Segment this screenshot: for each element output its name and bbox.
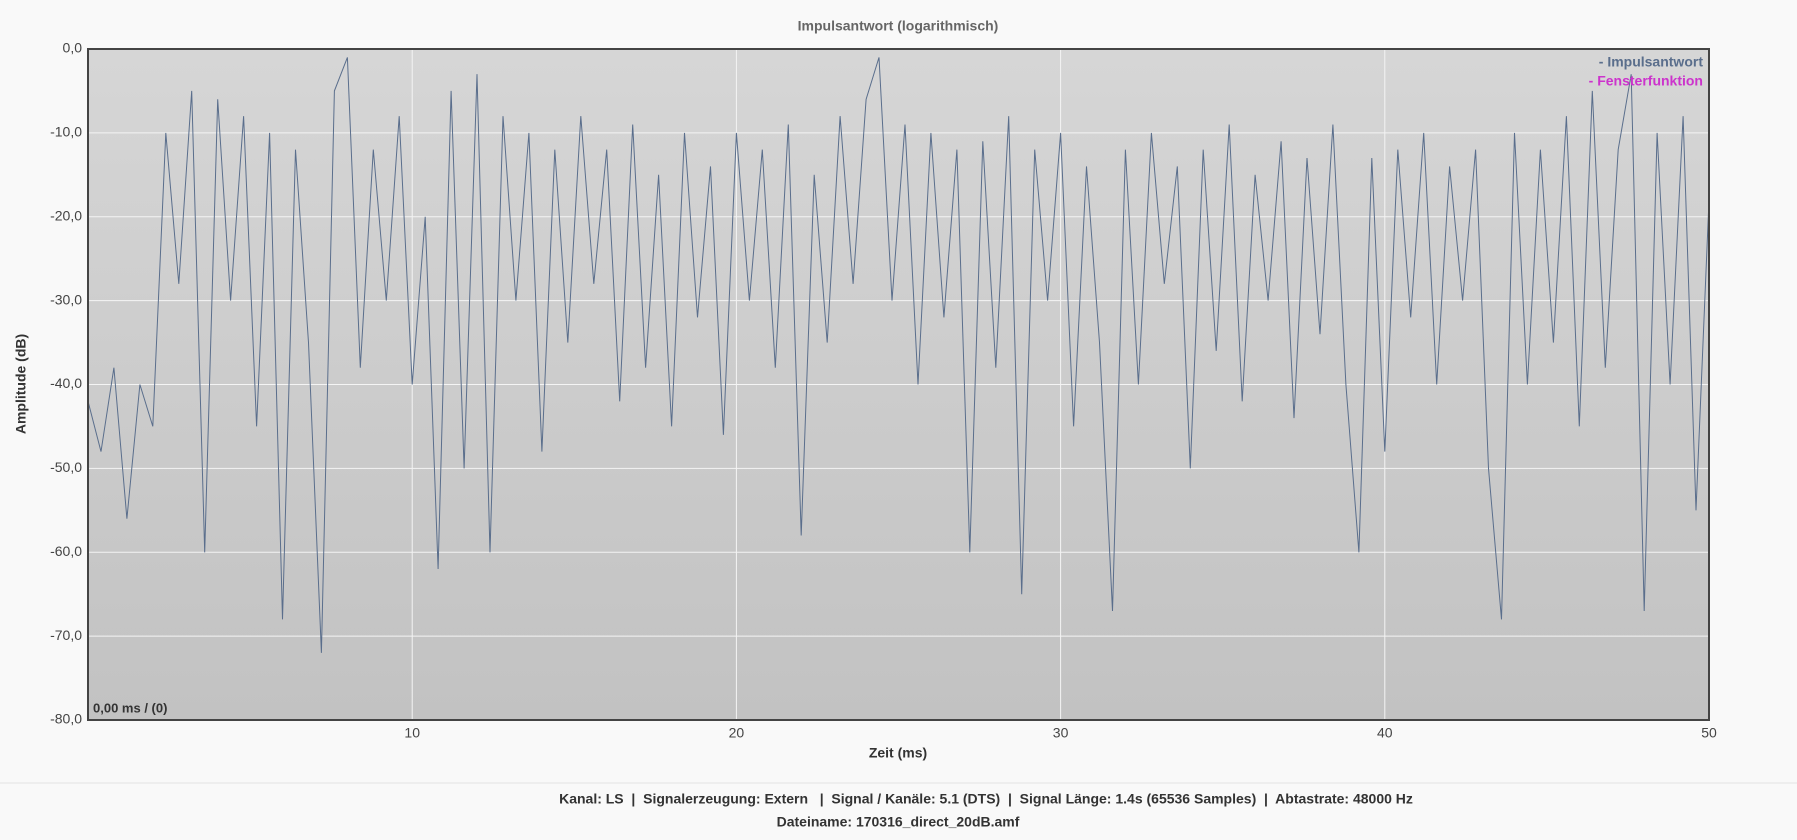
y-tick-label: -20,0 <box>50 207 82 223</box>
plot-border <box>87 48 1710 721</box>
y-tick-label: -10,0 <box>50 124 82 140</box>
y-tick-label: -50,0 <box>50 459 82 475</box>
series-line <box>87 57 1710 653</box>
legend-entry: - Fensterfunktion <box>1589 73 1703 89</box>
x-tick-label: 50 <box>1701 725 1717 741</box>
y-tick-label: -70,0 <box>50 627 82 643</box>
legend-entry: - Impulsantwort <box>1599 54 1704 70</box>
annotation: 0,00 ms / (0) <box>93 700 167 715</box>
chart-title: Impulsantwort (logarithmisch) <box>798 18 999 34</box>
x-axis-label: Zeit (ms) <box>869 745 927 761</box>
footer-file: Dateiname: 170316_direct_20dB.amf <box>777 814 1020 830</box>
x-tick-label: 20 <box>729 725 745 741</box>
y-axis-label: Amplitude (dB) <box>13 334 29 434</box>
y-tick-label: -40,0 <box>50 375 82 391</box>
x-tick-label: 10 <box>404 725 420 741</box>
x-tick-label: 30 <box>1053 725 1069 741</box>
x-tick-label: 40 <box>1377 725 1393 741</box>
footer-info: Kanal: LS | Signalerzeugung: Extern | Si… <box>559 791 1413 807</box>
y-tick-label: -60,0 <box>50 543 82 559</box>
y-tick-label: -80,0 <box>50 711 82 727</box>
y-tick-label: -30,0 <box>50 291 82 307</box>
y-tick-label: 0,0 <box>63 40 83 56</box>
